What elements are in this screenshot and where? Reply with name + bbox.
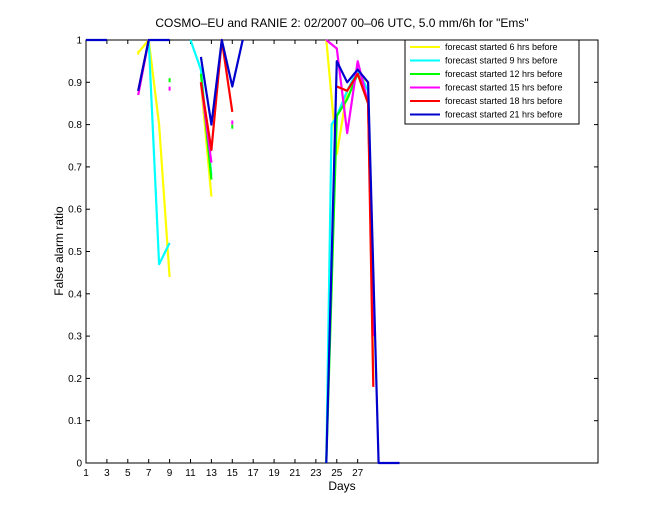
x-tick-label: 5 (125, 468, 131, 479)
y-axis: 0 0.1 0.2 0.3 0.4 0.5 0.6 0.7 0.8 0.9 1 (68, 36, 598, 470)
y-axis-label: False alarm ratio (52, 206, 66, 296)
y-tick-label: 0 (76, 459, 82, 470)
x-tick-label: 23 (310, 468, 322, 479)
x-tick-label: 1 (83, 468, 89, 479)
x-tick-label: 27 (352, 468, 364, 479)
series-line (147, 39, 171, 266)
series-point (168, 86, 171, 91)
y-tick-label: 0.9 (68, 78, 82, 89)
legend-box (404, 39, 580, 125)
chart-title: COSMO–EU and RANIE 2: 02/2007 00–06 UTC,… (155, 16, 528, 30)
x-tick-label: 13 (206, 468, 218, 479)
x-tick-label: 11 (185, 468, 196, 479)
series-line (199, 38, 244, 126)
series-layer (86, 38, 400, 465)
series-line (325, 60, 400, 465)
legend-label: forecast started 21 hrs before (445, 110, 563, 120)
y-tick-label: 0.4 (68, 289, 82, 300)
series-point (168, 78, 171, 83)
x-axis: 1 3 5 7 9 11 13 15 17 19 21 23 25 27 (83, 40, 364, 479)
y-tick-label: 0.6 (68, 205, 82, 216)
series-line (137, 38, 171, 277)
legend-label: forecast started 18 hrs before (445, 96, 563, 106)
series-line (199, 38, 234, 152)
legend-label: forecast started 6 hrs before (445, 42, 558, 52)
series-point (231, 124, 234, 129)
y-tick-label: 1 (76, 36, 82, 47)
x-axis-label: Days (328, 479, 355, 493)
legend-label: forecast started 9 hrs before (445, 56, 558, 66)
series-6 (86, 38, 400, 465)
x-tick-label: 25 (331, 468, 343, 479)
series-point (137, 50, 140, 55)
y-tick-label: 0.7 (68, 162, 82, 173)
x-tick-label: 3 (104, 468, 110, 479)
legend-label: forecast started 15 hrs before (445, 83, 563, 93)
y-tick-label: 0.3 (68, 332, 82, 343)
legend: forecast started 6 hrs before forecast st… (404, 39, 580, 125)
legend-label: forecast started 12 hrs before (445, 69, 563, 79)
x-tick-label: 7 (146, 468, 152, 479)
y-tick-label: 0.5 (68, 247, 82, 258)
series-point (231, 120, 234, 125)
series-line (336, 72, 375, 387)
y-tick-label: 0.2 (68, 374, 82, 385)
series-line (137, 38, 170, 92)
x-tick-label: 9 (167, 468, 173, 479)
x-tick-label: 15 (227, 468, 239, 479)
x-tick-label: 19 (269, 468, 281, 479)
x-tick-label: 21 (289, 468, 301, 479)
x-tick-label: 17 (248, 468, 260, 479)
y-tick-label: 0.8 (68, 120, 82, 131)
y-tick-label: 0.1 (68, 416, 82, 427)
